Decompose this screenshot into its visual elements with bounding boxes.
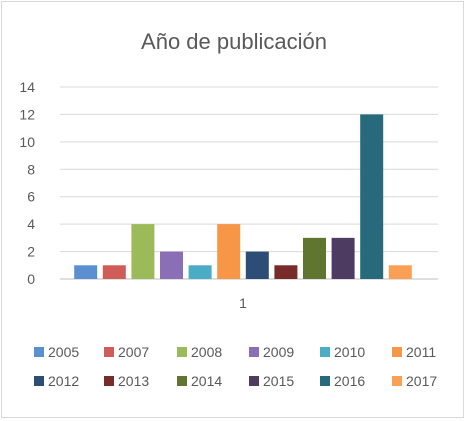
bar-2007: [102, 265, 126, 279]
legend-item: 2007: [104, 344, 149, 360]
x-category-label: 1: [239, 295, 247, 311]
legend-item: 2008: [177, 344, 222, 360]
legend-swatch: [249, 347, 259, 357]
y-tick-label: 0: [27, 271, 35, 287]
legend-item: 2011: [392, 344, 436, 360]
bar-2013: [274, 265, 298, 279]
legend-swatch: [177, 347, 187, 357]
legend-swatch: [320, 376, 330, 386]
legend-label: 2014: [191, 373, 222, 389]
bar-2009: [160, 251, 183, 279]
legend-item: 2017: [392, 373, 437, 389]
bar-2017: [388, 265, 412, 279]
legend-item: 2005: [34, 344, 79, 360]
y-axis-ticks: 0 2 4 6 8 10 12 14: [19, 79, 35, 287]
legend-label: 2015: [263, 373, 294, 389]
legend-label: 2011: [406, 344, 436, 360]
legend-item: 2013: [104, 373, 149, 389]
y-tick-label: 12: [19, 106, 35, 122]
legend-label: 2016: [334, 373, 365, 389]
bar-2016: [360, 114, 384, 279]
legend-item: 2010: [320, 344, 365, 360]
legend-item: 2014: [177, 373, 222, 389]
bar-2011: [217, 224, 241, 279]
legend-swatch: [392, 376, 402, 386]
legend-item: 2012: [34, 373, 79, 389]
y-tick-label: 8: [27, 161, 35, 177]
legend: 2005 2007 2008 2009 2010 2011 2012 2013 2014 2015…: [34, 344, 437, 389]
legend-label: 2012: [48, 373, 79, 389]
legend-label: 2013: [118, 373, 149, 389]
y-tick-label: 10: [19, 134, 35, 150]
y-tick-label: 6: [27, 189, 35, 205]
legend-label: 2010: [334, 344, 365, 360]
legend-swatch: [392, 347, 402, 357]
bar-2015: [331, 237, 355, 279]
chart-title: Año de publicación: [141, 29, 327, 54]
legend-item: 2009: [249, 344, 294, 360]
legend-swatch: [34, 347, 44, 357]
legend-item: 2016: [320, 373, 365, 389]
legend-label: 2007: [118, 344, 149, 360]
bar-2014: [303, 237, 326, 279]
legend-swatch: [104, 376, 114, 386]
legend-swatch: [177, 376, 187, 386]
bars: [74, 114, 412, 279]
y-tick-label: 2: [27, 244, 35, 260]
legend-swatch: [104, 347, 114, 357]
legend-swatch: [249, 376, 259, 386]
y-tick-label: 4: [27, 216, 35, 232]
bar-2012: [245, 251, 269, 279]
bar-2008: [131, 224, 155, 279]
legend-swatch: [320, 347, 330, 357]
bar-2005: [74, 265, 98, 279]
legend-swatch: [34, 376, 44, 386]
legend-label: 2005: [48, 344, 79, 360]
bar-2010: [188, 265, 212, 279]
legend-label: 2009: [263, 344, 294, 360]
legend-item: 2015: [249, 373, 294, 389]
legend-label: 2008: [191, 344, 222, 360]
legend-label: 2017: [406, 373, 437, 389]
y-tick-label: 14: [19, 79, 35, 95]
